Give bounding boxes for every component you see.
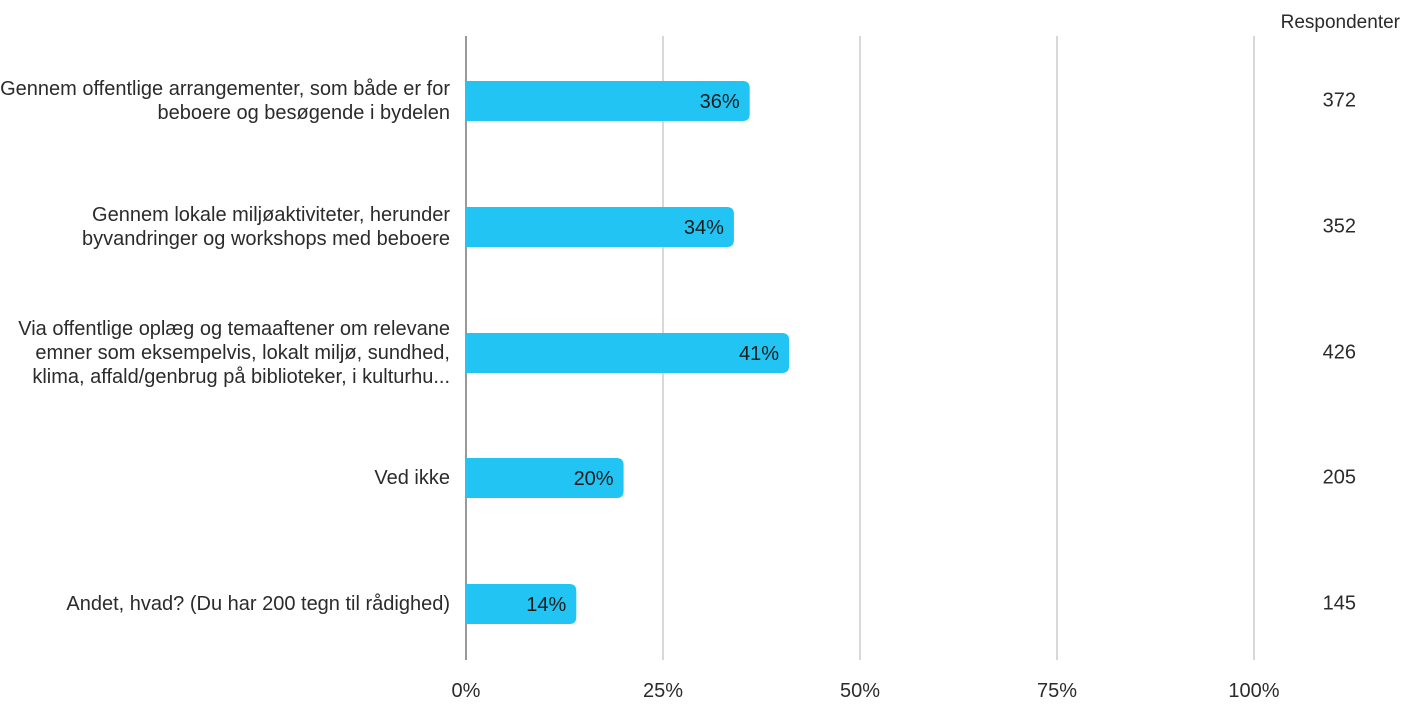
respondents-value: 426 [1322,341,1356,364]
x-tick-label: 50% [839,680,881,702]
bar [466,333,790,373]
respondents-value: 372 [1322,89,1356,112]
bar [466,458,624,498]
bar-value-label: 34% [684,217,724,239]
category-label: Gennem offentlige arrangementer, som båd… [0,78,450,124]
x-tick-label: 75% [1036,680,1078,702]
category-label: Via offentlige oplæg og temaaftener om r… [18,318,450,388]
respondents-header: Respondenter [1280,12,1400,33]
x-tick-label: 25% [642,680,684,702]
category-label: Gennem lokale miljøaktiviteter, herunder… [82,204,450,250]
bar-value-label: 41% [739,343,779,365]
respondents-value: 205 [1322,466,1356,489]
respondents-value: 145 [1322,592,1356,615]
respondents-value: 352 [1322,215,1356,238]
bar-value-label: 20% [574,468,614,490]
bar [466,207,734,247]
bar [466,584,577,624]
bar [466,81,750,121]
x-tick-label: 0% [451,680,481,702]
x-tick-label: 100% [1228,680,1280,702]
category-label: Andet, hvad? (Du har 200 tegn til rådigh… [66,593,450,615]
bar-value-label: 14% [526,594,566,616]
bar-value-label: 36% [700,91,740,113]
category-label: Ved ikke [374,467,450,489]
